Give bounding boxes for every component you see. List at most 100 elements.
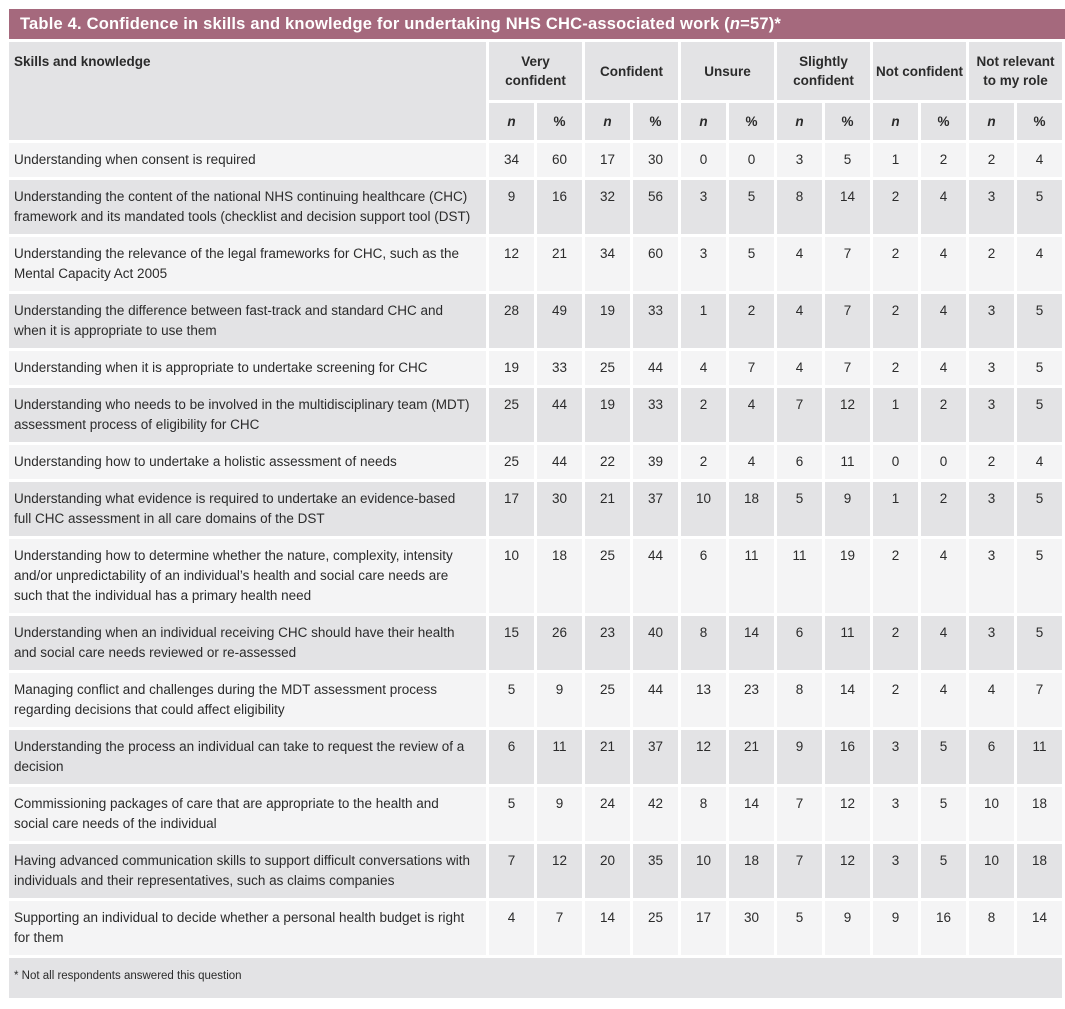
value-cell: 6 — [776, 616, 822, 670]
value-cell: 18 — [728, 844, 774, 898]
value-cell: 5 — [1016, 294, 1062, 348]
value-cell: 23 — [584, 616, 630, 670]
value-cell: 4 — [728, 388, 774, 442]
value-cell: 9 — [536, 673, 582, 727]
value-cell: 10 — [680, 482, 726, 536]
skill-cell: Understanding who needs to be involved i… — [9, 388, 486, 442]
value-cell: 44 — [536, 445, 582, 479]
value-cell: 8 — [680, 787, 726, 841]
table-footer: * Not all respondents answered this ques… — [9, 958, 1062, 998]
skill-cell: Understanding how to undertake a holisti… — [9, 445, 486, 479]
value-cell: 0 — [728, 143, 774, 177]
value-cell: 4 — [1016, 237, 1062, 291]
value-cell: 7 — [536, 901, 582, 955]
column-group-header: Not relevant to my role — [968, 42, 1062, 100]
value-cell: 4 — [1016, 143, 1062, 177]
table-footnote: * Not all respondents answered this ques… — [9, 958, 1062, 998]
column-group-header: Very confident — [488, 42, 582, 100]
value-cell: 23 — [728, 673, 774, 727]
value-cell: 12 — [488, 237, 534, 291]
table-row: Understanding the relevance of the legal… — [9, 237, 1062, 291]
value-cell: 4 — [776, 351, 822, 385]
value-cell: 4 — [728, 445, 774, 479]
value-cell: 18 — [536, 539, 582, 613]
value-cell: 9 — [824, 482, 870, 536]
skill-cell: Understanding when it is appropriate to … — [9, 351, 486, 385]
value-cell: 3 — [968, 351, 1014, 385]
value-cell: 28 — [488, 294, 534, 348]
value-cell: 5 — [1016, 351, 1062, 385]
value-cell: 6 — [776, 445, 822, 479]
value-cell: 9 — [536, 787, 582, 841]
value-cell: 3 — [968, 539, 1014, 613]
value-cell: 3 — [872, 730, 918, 784]
skill-cell: Understanding when an individual receivi… — [9, 616, 486, 670]
value-cell: 5 — [920, 844, 966, 898]
value-cell: 3 — [968, 616, 1014, 670]
value-cell: 1 — [872, 482, 918, 536]
value-cell: 12 — [536, 844, 582, 898]
value-cell: 1 — [872, 388, 918, 442]
value-cell: 4 — [920, 294, 966, 348]
value-cell: 7 — [728, 351, 774, 385]
value-cell: 4 — [488, 901, 534, 955]
value-cell: 32 — [584, 180, 630, 234]
value-cell: 35 — [632, 844, 678, 898]
value-cell: 10 — [968, 844, 1014, 898]
table-row: Understanding how to determine whether t… — [9, 539, 1062, 613]
value-cell: 8 — [968, 901, 1014, 955]
value-cell: 3 — [872, 844, 918, 898]
value-cell: 7 — [824, 294, 870, 348]
subheader-percent: % — [632, 103, 678, 140]
value-cell: 9 — [488, 180, 534, 234]
value-cell: 6 — [968, 730, 1014, 784]
value-cell: 8 — [776, 180, 822, 234]
value-cell: 3 — [968, 180, 1014, 234]
value-cell: 40 — [632, 616, 678, 670]
value-cell: 8 — [776, 673, 822, 727]
value-cell: 4 — [1016, 445, 1062, 479]
value-cell: 0 — [872, 445, 918, 479]
value-cell: 16 — [536, 180, 582, 234]
value-cell: 3 — [968, 294, 1014, 348]
value-cell: 11 — [824, 445, 870, 479]
table-row: Managing conflict and challenges during … — [9, 673, 1062, 727]
value-cell: 3 — [776, 143, 822, 177]
value-cell: 49 — [536, 294, 582, 348]
value-cell: 8 — [680, 616, 726, 670]
value-cell: 2 — [920, 482, 966, 536]
column-group-header: Unsure — [680, 42, 774, 100]
value-cell: 14 — [584, 901, 630, 955]
value-cell: 42 — [632, 787, 678, 841]
value-cell: 7 — [1016, 673, 1062, 727]
column-group-header: Not confident — [872, 42, 966, 100]
value-cell: 5 — [728, 237, 774, 291]
value-cell: 14 — [1016, 901, 1062, 955]
value-cell: 9 — [824, 901, 870, 955]
value-cell: 12 — [680, 730, 726, 784]
skill-cell: Managing conflict and challenges during … — [9, 673, 486, 727]
value-cell: 14 — [824, 180, 870, 234]
value-cell: 25 — [488, 388, 534, 442]
value-cell: 3 — [872, 787, 918, 841]
column-group-header: Confident — [584, 42, 678, 100]
value-cell: 12 — [824, 388, 870, 442]
confidence-table: Skills and knowledge Very confident Confi… — [6, 39, 1065, 1001]
value-cell: 13 — [680, 673, 726, 727]
table-row: Understanding how to undertake a holisti… — [9, 445, 1062, 479]
value-cell: 4 — [920, 539, 966, 613]
value-cell: 12 — [824, 844, 870, 898]
value-cell: 12 — [824, 787, 870, 841]
value-cell: 37 — [632, 482, 678, 536]
skill-cell: Understanding the difference between fas… — [9, 294, 486, 348]
value-cell: 34 — [584, 237, 630, 291]
value-cell: 25 — [632, 901, 678, 955]
value-cell: 7 — [776, 388, 822, 442]
value-cell: 25 — [584, 673, 630, 727]
value-cell: 17 — [584, 143, 630, 177]
value-cell: 0 — [920, 445, 966, 479]
value-cell: 33 — [632, 294, 678, 348]
value-cell: 4 — [920, 180, 966, 234]
value-cell: 5 — [488, 787, 534, 841]
